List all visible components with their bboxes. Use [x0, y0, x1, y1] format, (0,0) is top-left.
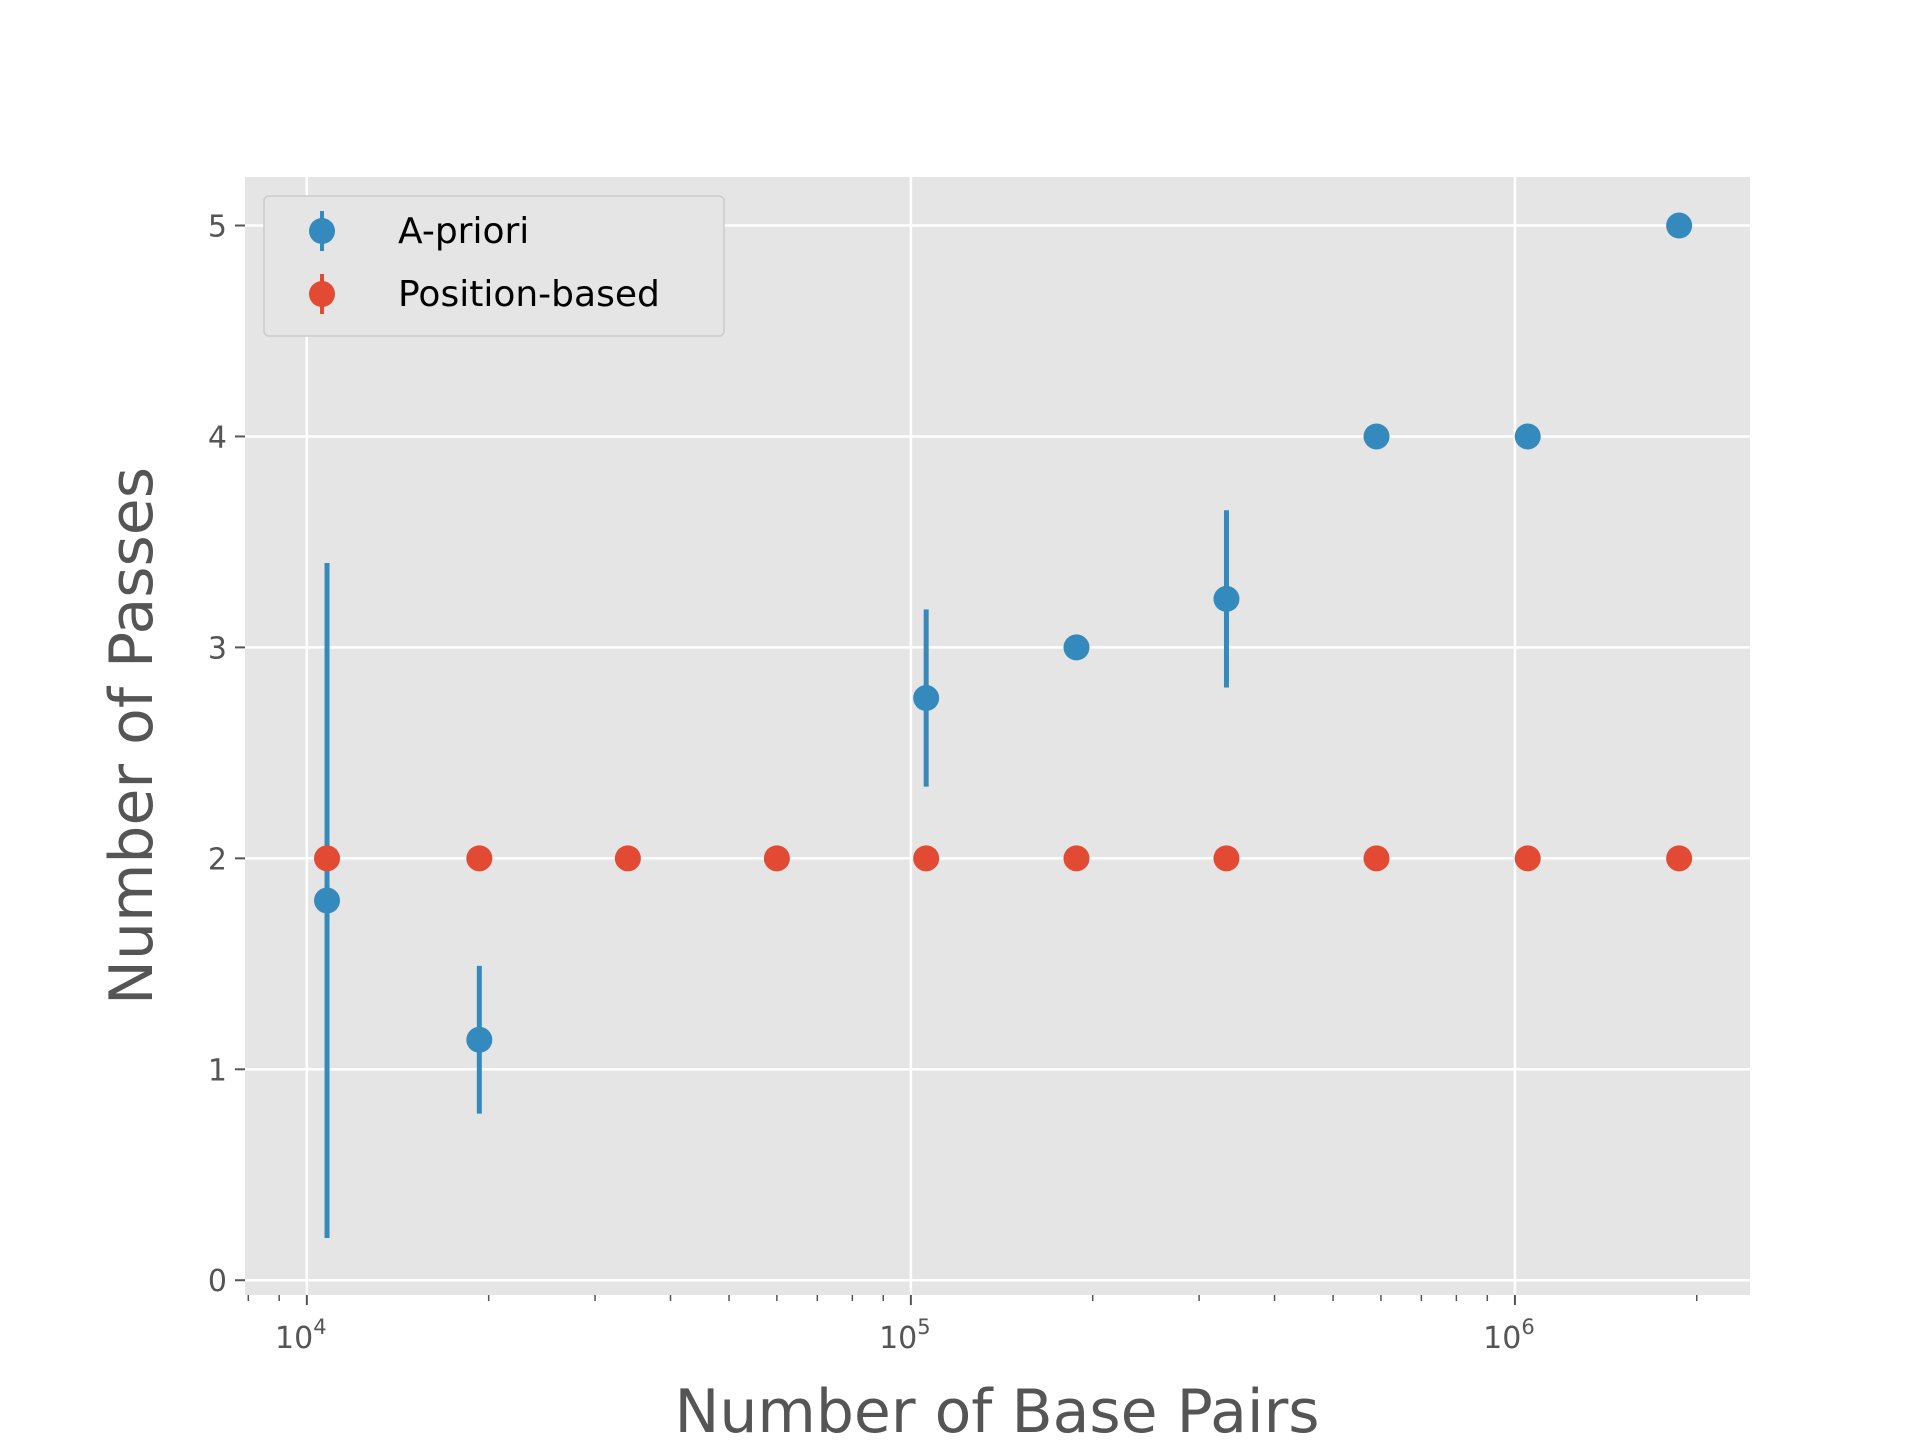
position-based-point: [1063, 845, 1090, 872]
position-based-point: [913, 845, 940, 872]
legend-marker-a-priori: [309, 218, 335, 244]
position-based-point: [1666, 845, 1693, 872]
y-tick-label: 3: [208, 631, 227, 666]
position-based-point: [763, 845, 790, 872]
a-priori-point: [466, 1026, 493, 1053]
legend-box: [263, 195, 725, 337]
a-priori-point: [913, 685, 940, 712]
x-tick-label: 106: [1483, 1315, 1535, 1356]
x-axis-label: Number of Base Pairs: [674, 1377, 1319, 1440]
y-tick-label: 0: [208, 1264, 227, 1299]
axes: 0 1 2 3 4 5 104 105 106: [208, 210, 1698, 1356]
position-based-point: [466, 845, 493, 872]
legend: A-priori Position-based: [263, 195, 725, 337]
a-priori-point: [1213, 585, 1240, 612]
y-tick-label: 5: [208, 210, 227, 245]
position-based-point: [1514, 845, 1541, 872]
y-tick-label: 1: [208, 1053, 227, 1088]
data-marks: [314, 212, 1693, 1239]
position-based-point: [314, 845, 341, 872]
y-tick-label: 4: [208, 420, 227, 455]
plot-area: [245, 177, 1750, 1295]
position-based-point: [614, 845, 641, 872]
a-priori-point: [314, 887, 341, 914]
legend-label-position-based: Position-based: [398, 274, 660, 315]
y-tick-label: 2: [208, 842, 227, 877]
y-axis-label: Number of Passes: [97, 467, 167, 1005]
x-tick-label: 104: [275, 1315, 327, 1356]
a-priori-point: [1514, 423, 1541, 450]
legend-marker-position-based: [309, 281, 335, 307]
position-based-point: [1363, 845, 1390, 872]
a-priori-point: [1063, 634, 1090, 661]
x-tick-label: 105: [879, 1315, 931, 1356]
a-priori-point: [1666, 212, 1693, 239]
position-based-point: [1213, 845, 1240, 872]
legend-label-a-priori: A-priori: [398, 211, 529, 252]
a-priori-point: [1363, 423, 1390, 450]
